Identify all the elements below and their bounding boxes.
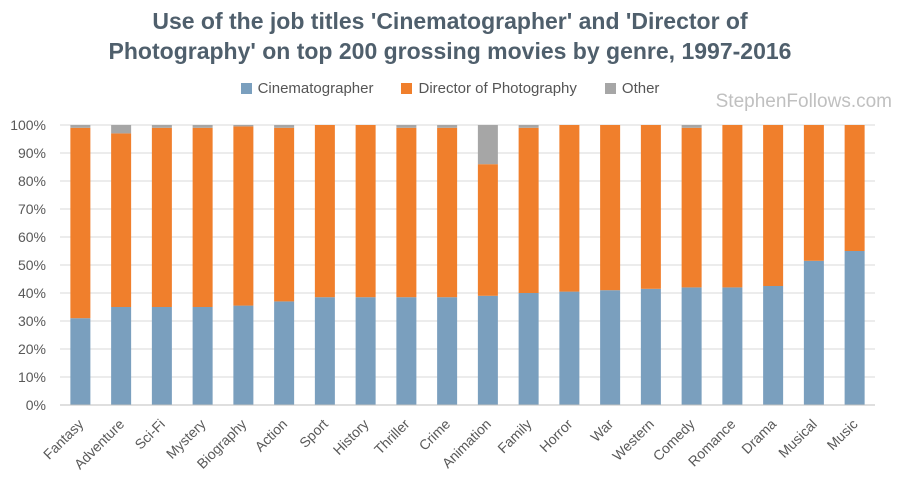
bar-segment-cinematographer: [803, 260, 824, 405]
y-tick-label: 30%: [18, 313, 46, 329]
bar-segment-cinematographer: [763, 286, 784, 405]
legend-swatch-cinematographer: [240, 83, 252, 94]
chart-title: Use of the job titles 'Cinematographer' …: [0, 6, 900, 66]
bar-segment-cinematographer: [477, 295, 498, 405]
bar-segment-director-of-photography: [803, 125, 824, 261]
bar-segment-director-of-photography: [477, 164, 498, 296]
bar-segment-cinematographer: [600, 290, 621, 405]
y-tick-label: 80%: [18, 173, 46, 189]
bar-segment-cinematographer: [437, 297, 458, 405]
x-tick-label: Action: [251, 416, 290, 455]
bar-segment-director-of-photography: [151, 127, 172, 307]
y-tick-label: 100%: [10, 117, 46, 133]
x-tick-label: Thriller: [371, 416, 413, 458]
x-tick-label: Music: [824, 416, 861, 453]
x-tick-label: History: [330, 416, 372, 458]
x-tick-label: Sci-Fi: [131, 416, 168, 453]
x-tick-label: Family: [494, 416, 534, 456]
bar-segment-director-of-photography: [681, 127, 702, 288]
bar-segment-cinematographer: [70, 318, 91, 405]
bar-segment-director-of-photography: [518, 127, 539, 293]
y-tick-label: 20%: [18, 341, 46, 357]
legend-item-cinematographer: Cinematographer: [240, 80, 374, 97]
y-tick-label: 50%: [18, 257, 46, 273]
bar-segment-other: [437, 125, 458, 128]
x-tick-label: Crime: [416, 416, 454, 454]
x-tick-label: Musical: [775, 416, 820, 461]
bar-segment-director-of-photography: [722, 125, 743, 288]
bar-segment-other: [192, 125, 213, 128]
bar-segment-cinematographer: [559, 291, 580, 405]
bar-segment-cinematographer: [681, 287, 702, 405]
legend-item-director-of-photography: Director of Photography: [401, 80, 577, 97]
x-tick-label: War: [587, 416, 616, 445]
bar-segment-cinematographer: [151, 307, 172, 405]
bar-segment-other: [233, 125, 254, 127]
bar-segment-director-of-photography: [355, 125, 376, 298]
bar-segment-cinematographer: [844, 251, 865, 405]
bar-segment-director-of-photography: [111, 133, 132, 307]
bar-segment-cinematographer: [355, 297, 376, 405]
bar-segment-director-of-photography: [274, 127, 295, 302]
watermark-text: StephenFollows.com: [715, 91, 892, 112]
bar-segment-director-of-photography: [844, 125, 865, 251]
bar-segment-other: [396, 125, 417, 128]
bar-segment-cinematographer: [722, 287, 743, 405]
x-tick-label: Drama: [738, 416, 779, 457]
chart-title-line-1: Use of the job titles 'Cinematographer' …: [152, 8, 748, 34]
legend-label-other: Other: [621, 80, 660, 97]
legend-label-director-of-photography: Director of Photography: [418, 80, 577, 97]
bar-segment-other: [681, 125, 702, 128]
bar-segment-director-of-photography: [600, 125, 621, 291]
bar-segment-other: [477, 125, 498, 165]
y-tick-label: 60%: [18, 229, 46, 245]
x-tick-label: Horror: [536, 416, 576, 456]
y-tick-label: 0%: [26, 397, 46, 413]
bar-segment-director-of-photography: [192, 127, 213, 307]
x-tick-label: Western: [609, 416, 657, 464]
legend-swatch-director-of-photography: [401, 83, 413, 94]
bar-segment-cinematographer: [518, 293, 539, 405]
y-tick-label: 90%: [18, 145, 46, 161]
bar-segment-director-of-photography: [763, 125, 784, 286]
bar-segment-director-of-photography: [314, 125, 335, 298]
chart-title-line-2: Photography' on top 200 grossing movies …: [108, 38, 792, 64]
bar-segment-cinematographer: [396, 297, 417, 405]
y-tick-label: 70%: [18, 201, 46, 217]
bar-segment-director-of-photography: [437, 127, 458, 298]
bar-segment-other: [70, 125, 91, 128]
bar-segment-other: [274, 125, 295, 128]
bar-segment-director-of-photography: [70, 127, 91, 319]
bar-segment-cinematographer: [111, 307, 132, 405]
bar-segment-cinematographer: [233, 305, 254, 405]
legend-swatch-other: [604, 83, 616, 94]
bar-segment-director-of-photography: [640, 125, 661, 289]
bar-segment-director-of-photography: [233, 126, 254, 306]
x-tick-label: Sport: [296, 416, 331, 451]
bar-segment-cinematographer: [314, 297, 335, 405]
bar-segment-director-of-photography: [559, 125, 580, 292]
chart-legend: Cinematographer Director of Photography …: [0, 80, 900, 97]
bar-segment-other: [518, 125, 539, 128]
legend-label-cinematographer: Cinematographer: [257, 80, 374, 97]
bar-segment-other: [151, 125, 172, 128]
y-tick-label: 40%: [18, 285, 46, 301]
bar-segment-cinematographer: [192, 307, 213, 405]
y-tick-label: 10%: [18, 369, 46, 385]
bar-segment-other: [111, 125, 132, 134]
bar-segment-cinematographer: [274, 301, 295, 405]
bar-segment-director-of-photography: [396, 127, 417, 298]
legend-item-other: Other: [604, 80, 660, 97]
bar-segment-cinematographer: [640, 288, 661, 405]
